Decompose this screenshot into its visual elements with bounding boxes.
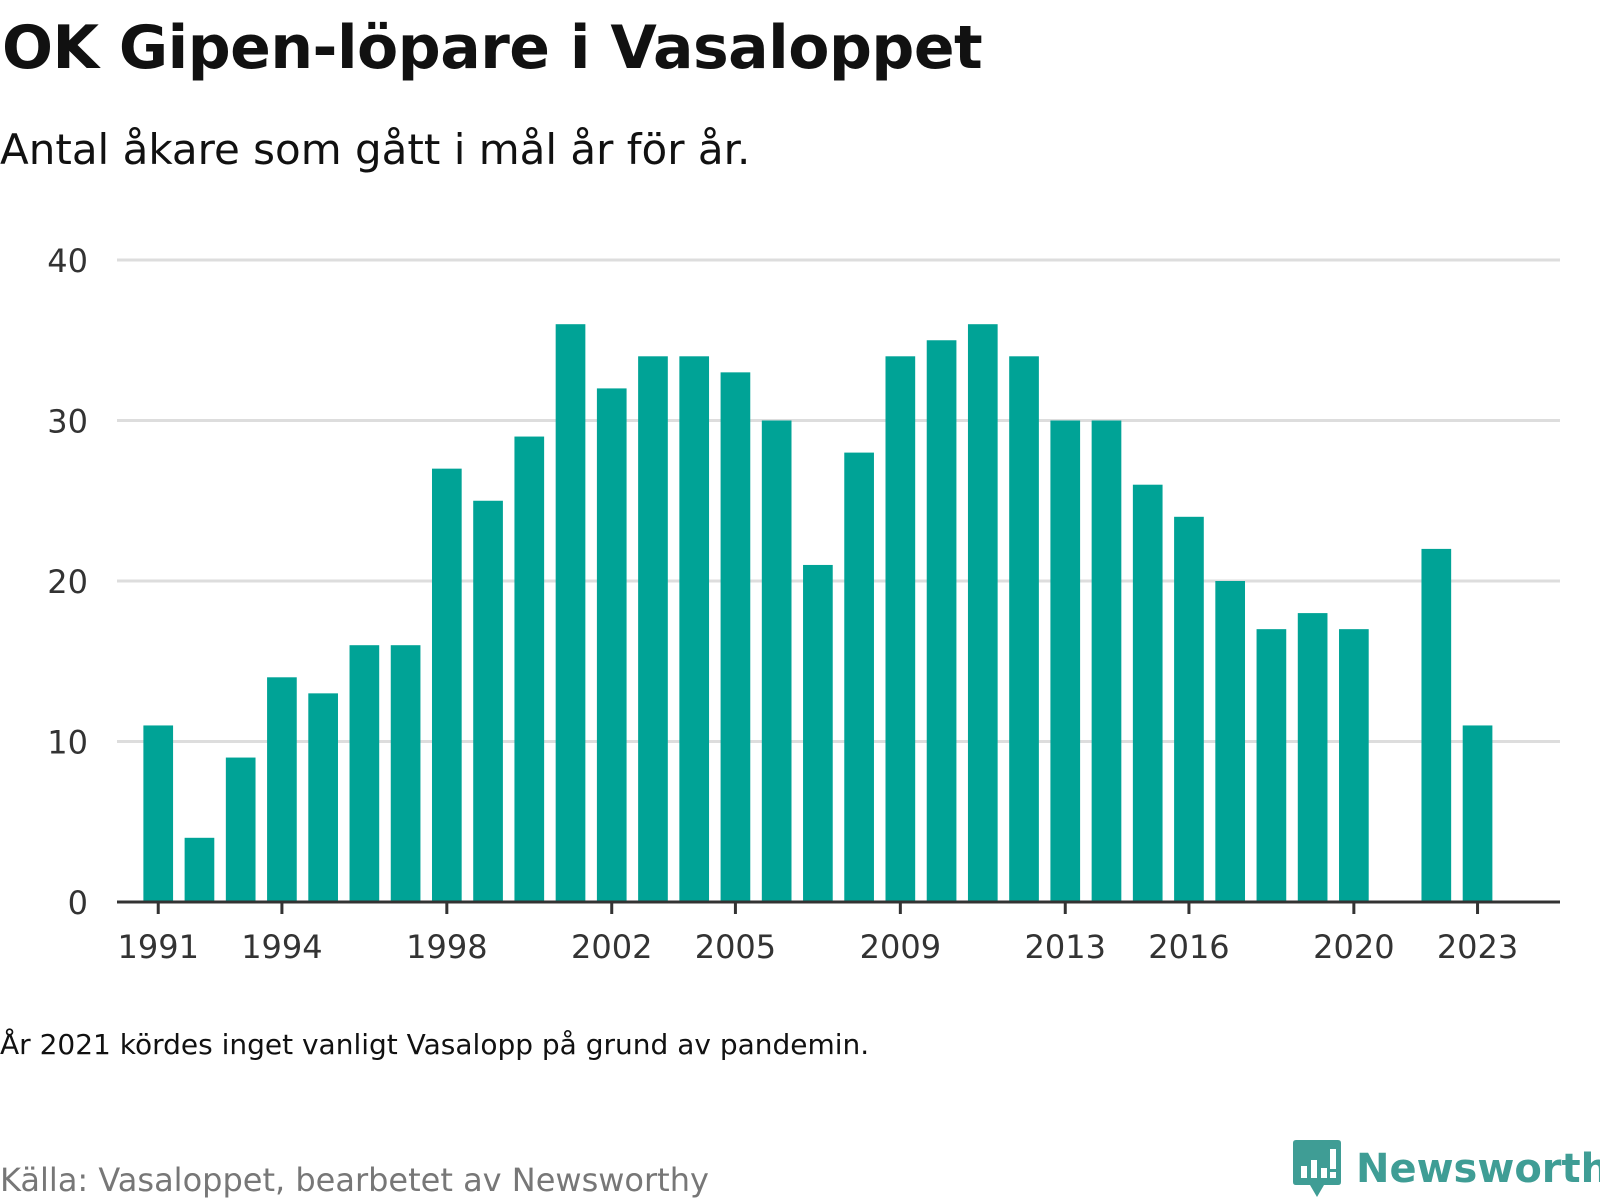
- y-axis-ticks: 0 10 20 30 40: [47, 242, 88, 922]
- y-tick-label: 0: [68, 884, 88, 922]
- bar: [844, 452, 874, 902]
- x-tick-label: 1998: [406, 928, 487, 966]
- bar: [1132, 484, 1163, 902]
- bar: [1091, 420, 1122, 902]
- bar: [308, 693, 338, 902]
- bar: [555, 324, 586, 902]
- x-tick-label: 2013: [1025, 928, 1106, 966]
- bar: [1339, 629, 1369, 902]
- bar: [143, 725, 174, 902]
- bar: [390, 645, 421, 902]
- bar: [761, 420, 792, 902]
- bar: [1009, 356, 1039, 902]
- brand-name: Newsworthy: [1356, 1146, 1600, 1192]
- x-tick-label: 1991: [118, 928, 199, 966]
- bar: [184, 837, 215, 902]
- bar-chart: 0 10 20 30 40 1991 1994 1998 2002 2005 2009 2013 20…: [47, 242, 1560, 966]
- bar: [514, 436, 545, 902]
- bar: [803, 564, 833, 902]
- chart-title: OK Gipen-löpare i Vasaloppet: [2, 13, 983, 83]
- bar: [1297, 613, 1328, 902]
- chart-note: År 2021 kördes inget vanligt Vasalopp på…: [0, 1028, 870, 1061]
- bar: [473, 500, 503, 902]
- bar: [720, 372, 751, 903]
- bar: [596, 388, 627, 902]
- brand-logo: Newsworthy: [1292, 1138, 1600, 1200]
- bar: [431, 468, 462, 902]
- bar: [225, 757, 256, 902]
- y-tick-label: 10: [47, 724, 88, 762]
- bars: [143, 324, 1493, 903]
- x-tick-label: 1994: [241, 928, 322, 966]
- chart-subtitle: Antal åkare som gått i mål år för år.: [0, 125, 751, 174]
- bar: [1462, 725, 1493, 902]
- x-tick-label: 2009: [860, 928, 941, 966]
- x-tick-label: 2016: [1148, 928, 1229, 966]
- x-axis-ticks: 1991 1994 1998 2002 2005 2009 2013 2016 2020 2023: [118, 902, 1518, 966]
- x-tick-label: 2005: [695, 928, 776, 966]
- bar: [1421, 548, 1452, 902]
- bar: [1256, 629, 1287, 902]
- y-tick-label: 30: [47, 403, 88, 441]
- x-tick-label: 2002: [571, 928, 652, 966]
- bar: [349, 645, 380, 902]
- x-tick-label: 2023: [1437, 928, 1518, 966]
- newsworthy-logo-icon: [1293, 1140, 1341, 1197]
- bar: [926, 340, 957, 902]
- y-tick-label: 20: [47, 563, 88, 601]
- bar: [1174, 516, 1204, 902]
- x-tick-label: 2020: [1313, 928, 1394, 966]
- bar: [967, 324, 998, 902]
- bar: [1215, 581, 1246, 902]
- bar: [885, 356, 916, 902]
- y-tick-label: 40: [47, 242, 88, 280]
- bar: [679, 356, 710, 902]
- bar: [638, 356, 668, 902]
- source-text: Källa: Vasaloppet, bearbetet av Newswort…: [0, 1161, 709, 1199]
- bar: [1050, 420, 1081, 902]
- bar: [267, 677, 297, 902]
